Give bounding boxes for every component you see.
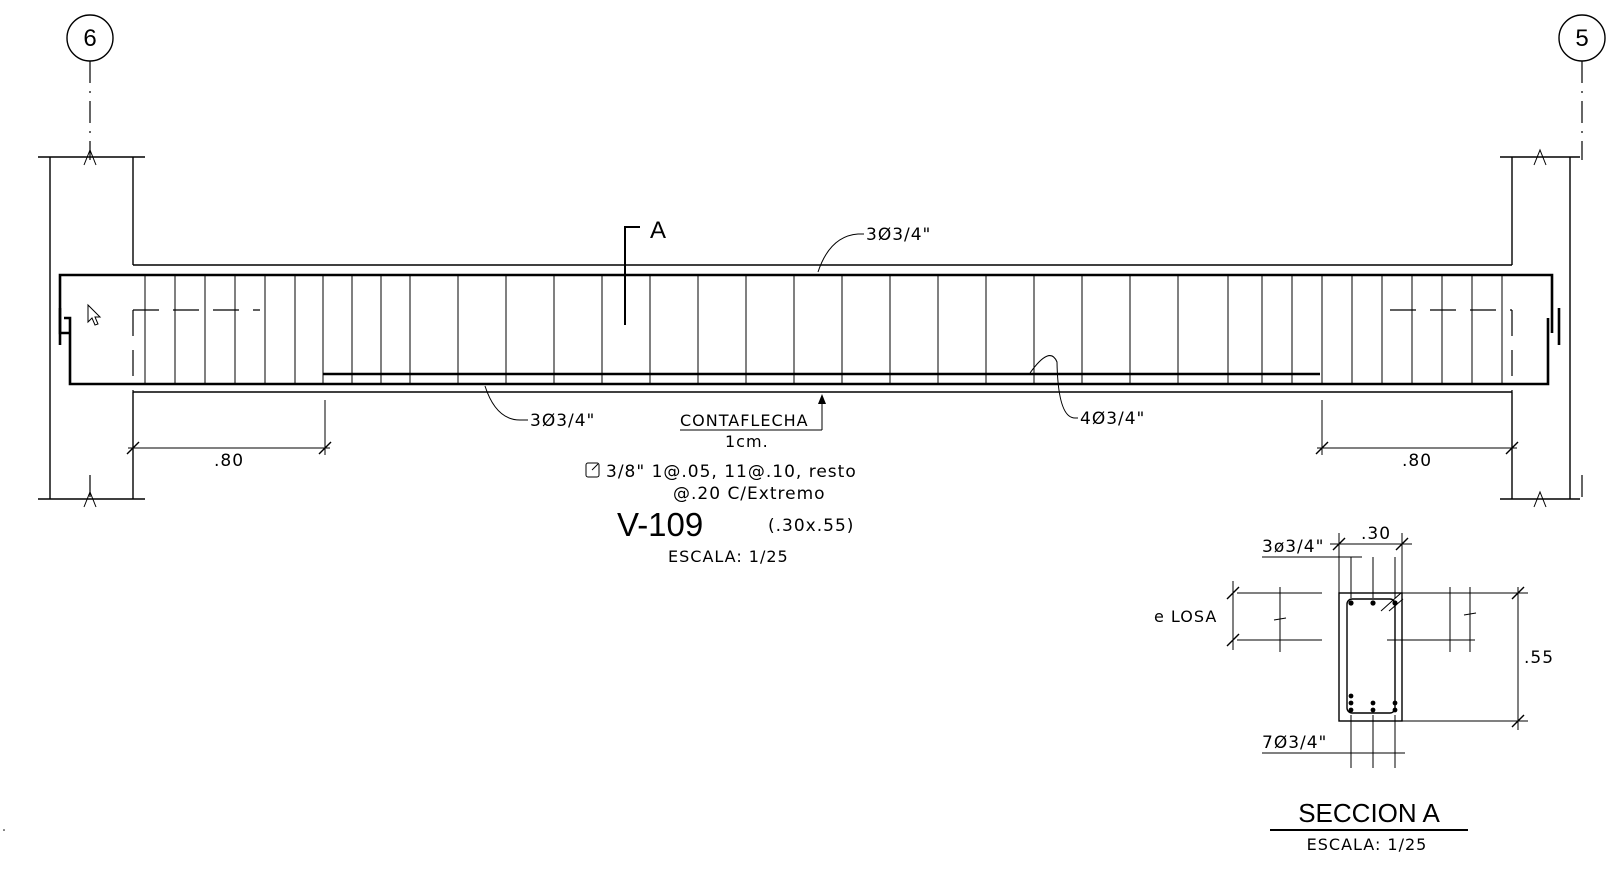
- top-bar-callout: 3Ø3/4": [817, 225, 931, 273]
- mouse-cursor-icon: [87, 303, 102, 326]
- axis-6: 6: [66, 14, 114, 505]
- left-dim-label: .80: [214, 451, 244, 471]
- section-title: SECCION A: [1298, 798, 1440, 828]
- section-cut-marker: A: [624, 217, 666, 325]
- camber-label: CONTAFLECHA: [680, 411, 809, 430]
- top-bars-label: 3Ø3/4": [866, 225, 931, 245]
- section-top-bars-label: 3ø3/4": [1262, 537, 1324, 557]
- axis-5: 5: [1558, 14, 1606, 505]
- right-column: [1500, 148, 1580, 508]
- camber-value: 1cm.: [725, 432, 769, 451]
- beam-dims: (.30x.55): [768, 516, 854, 536]
- section-height-label: .55: [1524, 648, 1554, 668]
- section-bottom-bars-label: 7Ø3/4": [1262, 733, 1327, 753]
- axis-5-label: 5: [1575, 25, 1588, 52]
- beam-elevation: [58, 264, 1561, 393]
- extra-bottom-bars-label: 4Ø3/4": [1080, 409, 1145, 429]
- axis-6-label: 6: [83, 25, 96, 52]
- beam-title: V-109 (.30x.55) ESCALA: 1/25: [617, 506, 854, 566]
- slab-label: e LOSA: [1154, 607, 1217, 626]
- left-dimension: .80: [126, 400, 332, 471]
- stirrup-line-2: @.20 C/Extremo: [673, 484, 826, 504]
- stirrups: [144, 275, 1503, 384]
- camber-note: CONTAFLECHA 1cm.: [680, 394, 826, 451]
- right-dim-label: .80: [1402, 451, 1432, 471]
- bottom-bars-label: 3Ø3/4": [530, 411, 595, 431]
- section-a: .30 3ø3/4" 7Ø3/4" e LOSA .55 SECCION A E…: [1154, 524, 1554, 854]
- stirrup-icon: [585, 462, 600, 478]
- bottom-bar-callout: 3Ø3/4": [484, 385, 595, 431]
- right-dimension: .80: [1315, 400, 1519, 471]
- extra-bottom-bar-callout: 4Ø3/4": [1029, 355, 1145, 429]
- beam-name: V-109: [617, 506, 703, 543]
- stirrup-note: 3/8" 1@.05, 11@.10, resto @.20 C/Extremo: [585, 462, 857, 504]
- beam-scale: ESCALA: 1/25: [668, 547, 789, 566]
- section-width-label: .30: [1361, 524, 1391, 544]
- stirrup-line-1: 3/8" 1@.05, 11@.10, resto: [606, 462, 857, 482]
- left-column: [38, 148, 145, 508]
- section-scale: ESCALA: 1/25: [1307, 835, 1428, 854]
- section-cut-label: A: [650, 217, 666, 244]
